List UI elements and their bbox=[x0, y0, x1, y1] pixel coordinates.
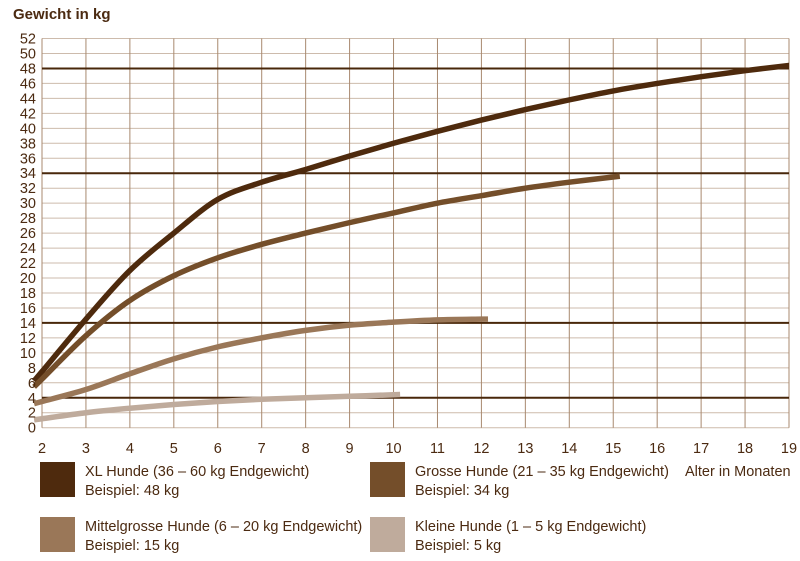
legend-example-label: Beispiel: 48 kg bbox=[85, 483, 180, 499]
y-tick-label: 2 bbox=[28, 406, 36, 422]
legend-item-mittelgrosse: Mittelgrosse Hunde (6 – 20 kg Endgewicht… bbox=[40, 517, 362, 556]
grid bbox=[41, 38, 790, 429]
y-tick-label: 34 bbox=[20, 166, 36, 182]
y-tick-label: 16 bbox=[20, 301, 36, 317]
legend-item-xl: XL Hunde (36 – 60 kg Endgewicht) Beispiel… bbox=[40, 462, 309, 501]
y-tick-label: 24 bbox=[20, 241, 36, 257]
legend-item-grosse: Grosse Hunde (21 – 35 kg Endgewicht) Beis… bbox=[370, 462, 669, 501]
y-tick-label: 52 bbox=[20, 32, 36, 48]
y-tick-label: 6 bbox=[28, 376, 36, 392]
legend-label: Mittelgrosse Hunde (6 – 20 kg Endgewicht… bbox=[85, 519, 363, 535]
x-tick-label: 10 bbox=[385, 441, 401, 455]
legend-label: Grosse Hunde (21 – 35 kg Endgewicht) bbox=[415, 464, 669, 480]
y-tick-label: 44 bbox=[20, 91, 36, 107]
x-tick-label: 5 bbox=[170, 441, 178, 455]
y-tick-label: 14 bbox=[20, 316, 36, 332]
y-tick-label: 26 bbox=[20, 226, 36, 242]
y-axis-title: Gewicht in kg bbox=[13, 6, 111, 23]
legend-swatch-grosse bbox=[370, 462, 405, 497]
x-tick-label: 8 bbox=[302, 441, 310, 455]
y-tick-label: 46 bbox=[20, 76, 36, 92]
y-tick-label: 4 bbox=[28, 391, 36, 407]
legend-example-label: Beispiel: 5 kg bbox=[415, 538, 502, 554]
y-tick-label: 22 bbox=[20, 256, 36, 272]
y-tick-label: 48 bbox=[20, 61, 36, 77]
x-tick-label: 18 bbox=[737, 441, 753, 455]
y-tick-label: 10 bbox=[20, 346, 36, 362]
x-tick-label: 11 bbox=[430, 441, 445, 455]
curve-grosse bbox=[32, 173, 621, 389]
y-axis-ticks: 0246810121416182022242628303234363840424… bbox=[20, 32, 36, 437]
y-tick-label: 30 bbox=[20, 196, 36, 212]
x-tick-label: 14 bbox=[561, 441, 577, 455]
curve-xl bbox=[31, 62, 789, 383]
x-axis-title: Alter in Monaten bbox=[685, 464, 791, 480]
legend-example-label: Beispiel: 34 kg bbox=[415, 483, 510, 499]
legend-swatch-kleine bbox=[370, 517, 405, 552]
x-tick-label: 17 bbox=[693, 441, 709, 455]
x-tick-label: 13 bbox=[517, 441, 533, 455]
x-axis-ticks: 2 3 4 5 6 7 8 9 10 11 12 13 14 15 16 17 18 19 bbox=[38, 441, 797, 455]
curves bbox=[31, 62, 789, 423]
x-tick-label: 3 bbox=[82, 441, 90, 455]
y-tick-label: 0 bbox=[28, 421, 36, 437]
x-tick-label: 16 bbox=[649, 441, 665, 455]
curve-mittelgrosse bbox=[33, 316, 489, 407]
legend-item-kleine: Kleine Hunde (1 – 5 kg Endgewicht) Beispi… bbox=[370, 517, 646, 556]
x-tick-label: 15 bbox=[605, 441, 621, 455]
y-tick-label: 18 bbox=[20, 286, 36, 302]
x-tick-label: 7 bbox=[258, 441, 266, 455]
y-tick-label: 28 bbox=[20, 211, 36, 227]
legend-example-label: Beispiel: 15 kg bbox=[85, 538, 180, 554]
x-tick-label: 9 bbox=[346, 441, 354, 455]
legend-swatch-xl bbox=[40, 462, 75, 497]
curve-kleine bbox=[33, 391, 401, 423]
y-tick-label: 32 bbox=[20, 181, 36, 197]
legend-label: XL Hunde (36 – 60 kg Endgewicht) bbox=[85, 464, 310, 480]
y-tick-label: 8 bbox=[28, 361, 36, 377]
x-tick-label: 12 bbox=[473, 441, 489, 455]
y-tick-label: 42 bbox=[20, 106, 36, 122]
dog-growth-line-chart: 0246810121416182022242628303234363840424… bbox=[20, 32, 797, 456]
y-tick-label: 40 bbox=[20, 121, 36, 137]
legend-label: Kleine Hunde (1 – 5 kg Endgewicht) bbox=[415, 519, 647, 535]
y-tick-label: 12 bbox=[20, 331, 36, 347]
y-tick-label: 50 bbox=[20, 46, 36, 62]
y-tick-label: 20 bbox=[20, 271, 36, 287]
y-tick-label: 38 bbox=[20, 136, 36, 152]
legend-swatch-mittelgrosse bbox=[40, 517, 75, 552]
x-tick-label: 2 bbox=[38, 441, 46, 455]
x-tick-label: 6 bbox=[214, 441, 222, 455]
x-tick-label: 4 bbox=[126, 441, 134, 455]
x-tick-label: 19 bbox=[781, 441, 797, 455]
y-tick-label: 36 bbox=[20, 151, 36, 167]
